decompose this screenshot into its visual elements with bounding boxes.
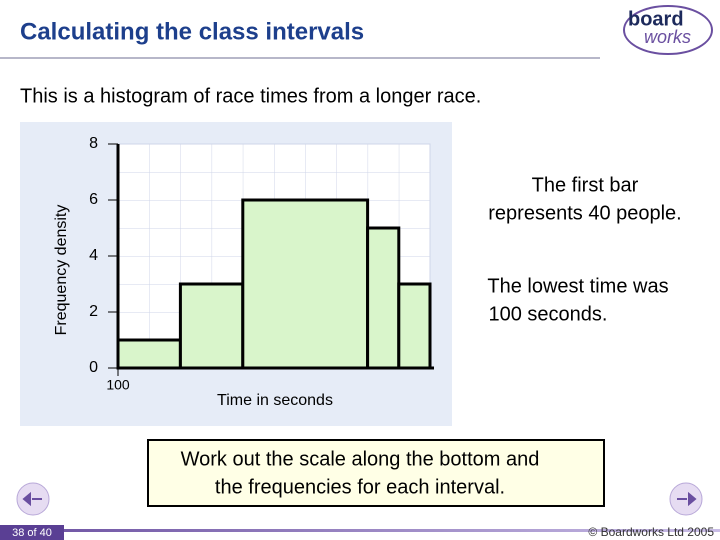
- slide-title: Calculating the class intervals: [20, 18, 364, 45]
- copyright: © Boardworks Ltd 2005: [588, 525, 714, 539]
- logo-works: works: [644, 27, 691, 47]
- bar: [241, 198, 370, 370]
- page-badge: [0, 525, 64, 540]
- logo-board: board: [628, 8, 684, 30]
- x-axis-label: Time in seconds: [217, 392, 333, 409]
- bar: [397, 282, 432, 370]
- y-tick-label: 0: [89, 359, 98, 376]
- task-text: Work out the scale along the bottom and: [181, 448, 540, 470]
- bar: [366, 226, 401, 370]
- y-axis-label: Frequency density: [53, 205, 70, 336]
- x-tick-label: 100: [106, 377, 130, 393]
- note: The lowest time was: [487, 275, 668, 297]
- prev-arrow: [22, 491, 42, 507]
- y-tick-label: 6: [89, 191, 98, 208]
- y-tick-label: 2: [89, 303, 98, 320]
- next-arrow: [677, 491, 697, 507]
- histogram: 0 2 4 6 8 100: [89, 135, 434, 393]
- y-tick-label: 8: [89, 135, 98, 152]
- task-text: the frequencies for each interval.: [215, 476, 505, 498]
- page-number: 38 of 40: [12, 527, 52, 539]
- bar: [178, 282, 245, 370]
- note: 100 seconds.: [489, 303, 608, 325]
- intro-text: This is a histogram of race times from a…: [20, 85, 481, 107]
- logo-ring: [623, 5, 713, 55]
- y-tick-label: 4: [89, 247, 98, 264]
- bar: [116, 338, 182, 370]
- task-box: [147, 439, 605, 507]
- note: represents 40 people.: [488, 202, 681, 224]
- note: The first bar: [532, 174, 639, 196]
- footer-rule: [0, 529, 720, 532]
